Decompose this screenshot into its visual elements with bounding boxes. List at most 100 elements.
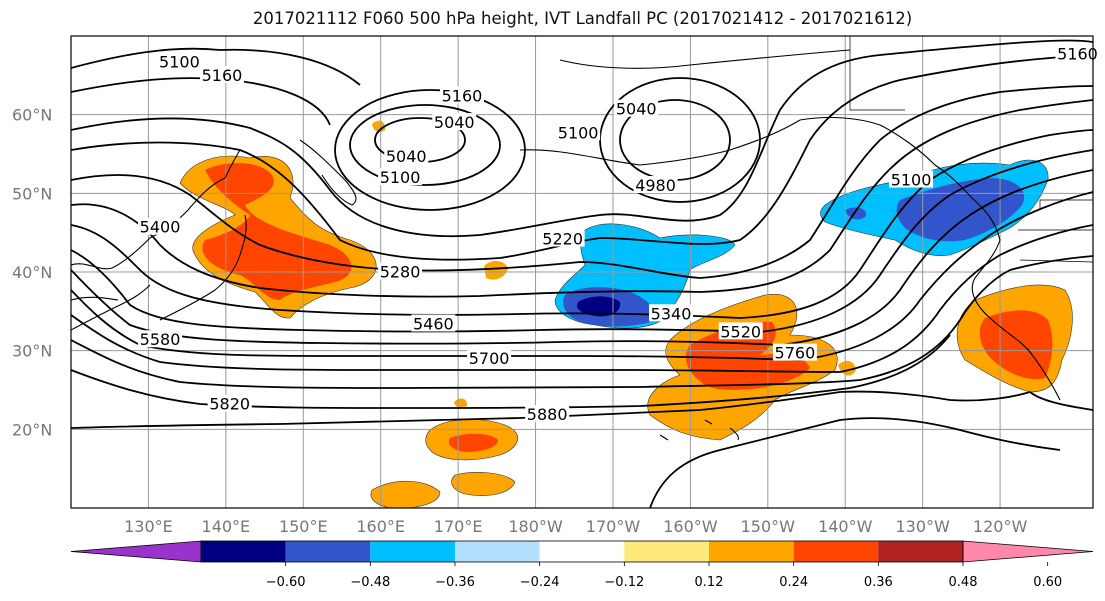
contour-label: 5700 — [469, 349, 510, 368]
contour-label: 5040 — [616, 100, 657, 119]
latitude-labels: 60°N 50°N 40°N 30°N 20°N — [12, 106, 52, 440]
map-frame — [70, 35, 1094, 509]
contour-label-bg — [772, 343, 817, 361]
contour-labels: 5100516051605040504051005100498054005220… — [138, 44, 1100, 424]
contour-low-west — [334, 89, 526, 211]
contour-line — [71, 149, 1093, 333]
contour-label-bg — [432, 113, 477, 131]
contour-low-east — [599, 77, 761, 203]
contour-label-bg — [556, 123, 601, 141]
contour-label-bg — [411, 314, 456, 332]
contour-label-bg — [467, 349, 512, 367]
colorbar-tick-label: −0.12 — [604, 575, 644, 590]
ivt-positive-core — [448, 433, 498, 452]
contour-label: 5100 — [891, 171, 932, 190]
contour-label-bg — [157, 52, 202, 70]
colorbar-tick-label: −0.36 — [435, 575, 475, 590]
longitude-label: 150°E — [279, 517, 328, 536]
contour-label: 5100 — [558, 123, 599, 142]
contour-line — [71, 169, 1093, 346]
colorbar-segment — [624, 541, 709, 562]
colorbar-segment — [201, 541, 286, 562]
longitude-label: 170°W — [586, 517, 641, 536]
contour-line — [71, 255, 1093, 389]
contour-label-bg — [718, 322, 763, 340]
contour-label-bg — [384, 146, 429, 164]
contour-label-bg — [525, 404, 570, 422]
contour-label: 5880 — [527, 405, 568, 424]
colorbar-segment — [793, 541, 879, 562]
contour-label-bg — [207, 394, 252, 412]
colorbar-tick-label: −0.24 — [520, 575, 560, 590]
contour-line — [71, 77, 331, 126]
contour-label: 5040 — [386, 147, 427, 166]
longitude-label: 160°W — [663, 517, 718, 536]
latitude-label: 50°N — [12, 184, 52, 203]
ivt-positive-region — [370, 480, 441, 508]
longitude-label: 180°W — [508, 517, 563, 536]
longitude-label: 130°E — [124, 517, 173, 536]
longitude-label: 130°W — [895, 517, 950, 536]
coastlines — [71, 36, 1093, 441]
coastline-japan — [159, 214, 247, 321]
colorbar-segment — [370, 541, 455, 562]
contour-label-bg — [439, 86, 484, 104]
contour-label: 5820 — [209, 395, 250, 414]
contour-label: 5520 — [720, 322, 761, 341]
contour-line — [71, 390, 1031, 429]
coastline-hawaii — [659, 419, 739, 441]
contour-label: 5100 — [380, 168, 421, 187]
contour-line — [71, 334, 951, 409]
contour-line — [71, 191, 1093, 361]
contour-label-bg — [138, 330, 183, 348]
ivt-negative-region — [845, 207, 867, 220]
colorbar-segment — [878, 541, 963, 562]
ivt-positive-region — [484, 260, 508, 280]
contour-label: 5280 — [380, 263, 421, 282]
contour-line — [71, 39, 1093, 238]
contour-line — [71, 55, 1093, 261]
ivt-positive-region — [451, 472, 516, 496]
latitude-label: 40°N — [12, 263, 52, 282]
colorbar-tick-label: 0.24 — [779, 575, 808, 590]
contour-label-bg — [889, 170, 934, 188]
contour-label: 4980 — [635, 176, 676, 195]
coastline-kamchatka — [299, 139, 357, 206]
contour-label-bg — [378, 168, 423, 186]
ivt-positive-core — [979, 310, 1053, 380]
coastline-canada-border — [849, 36, 1093, 263]
colorbar-extend-low — [70, 540, 202, 563]
colorbar-extend-high — [962, 540, 1094, 563]
ivt-positive-core — [202, 163, 352, 300]
colorbar-tick-label: −0.60 — [266, 575, 306, 590]
colorbar-segment — [539, 541, 625, 562]
colorbar-segment — [285, 541, 371, 562]
contour-line — [71, 99, 1093, 298]
longitude-labels: 130°E 140°E 150°E 160°E 170°E 180°W 170°W 160°W… — [124, 517, 1027, 536]
latitude-label: 30°N — [12, 342, 52, 361]
longitude-label: 150°W — [741, 517, 796, 536]
contour-line — [71, 85, 1093, 279]
contour-label: 5160 — [202, 66, 243, 85]
contour-label: 5760 — [775, 344, 816, 363]
colorbar: −0.60 −0.48 −0.36 −0.24 −0.12 0.12 0.24 0.36 0.4… — [70, 540, 1094, 590]
contour-line — [649, 391, 1093, 508]
coastline-aleutians — [519, 119, 801, 166]
ivt-positive-core — [685, 321, 810, 390]
colorbar-tick-label: 0.36 — [864, 575, 893, 590]
contour-label-bg — [378, 262, 423, 280]
contour-label: 5400 — [140, 218, 181, 237]
latitude-label: 60°N — [12, 106, 52, 125]
ivt-negative-max — [577, 296, 621, 317]
contour-label-bg — [1055, 44, 1100, 62]
contour-label: 5100 — [159, 53, 200, 72]
colorbar-outline — [200, 540, 964, 563]
longitude-label: 120°W — [973, 517, 1028, 536]
contour-label: 5580 — [140, 330, 181, 349]
colorbar-tick-label: 0.60 — [1033, 575, 1062, 590]
coastline-alaska — [559, 49, 1061, 401]
contour-label: 5040 — [434, 113, 475, 132]
map-title: 2017021112 F060 500 hPa height, IVT Land… — [252, 9, 913, 28]
colorbar-tick-label: 0.12 — [695, 575, 724, 590]
contour-label: 5160 — [1057, 45, 1098, 64]
